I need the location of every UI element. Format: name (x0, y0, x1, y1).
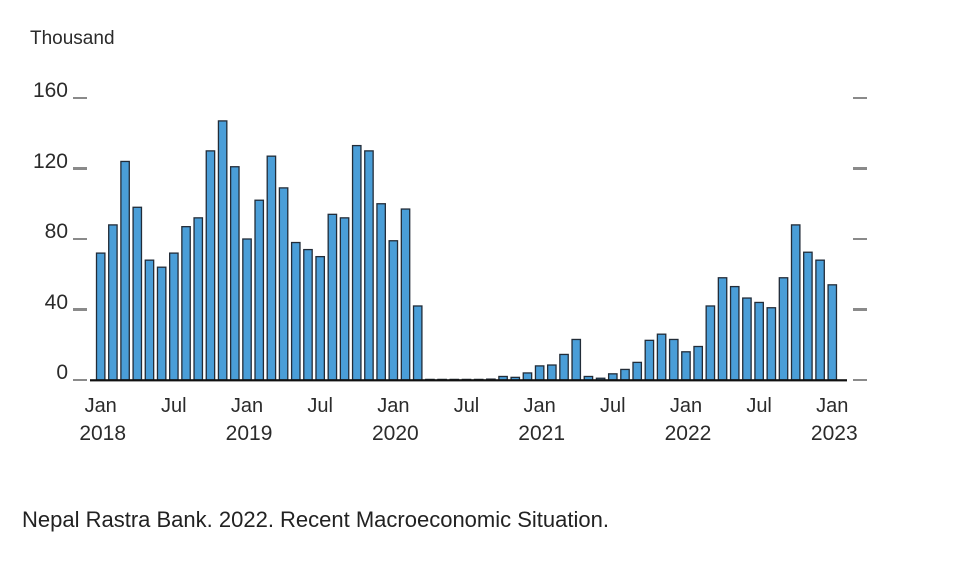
bar (766, 307, 777, 381)
x-tick-month-label: Jan (230, 395, 264, 417)
bar (278, 187, 289, 381)
y-tick-label: 0 (56, 361, 68, 384)
bar (778, 277, 789, 381)
y-tick-dash-right (853, 308, 867, 311)
x-tick-month-label: Jan (84, 395, 117, 417)
y-tick-dash-left (73, 237, 87, 241)
bar (376, 203, 386, 381)
source-citation: Nepal Rastra Bank. 2022. Recent Macroeco… (22, 507, 609, 532)
y-axis-unit-label: Thousand (30, 28, 115, 49)
bar (169, 252, 179, 381)
bar (815, 259, 825, 381)
y-tick-dash-left (73, 378, 87, 382)
bar (132, 206, 143, 381)
bar (522, 372, 533, 381)
bar (546, 364, 557, 381)
bar (290, 241, 301, 381)
x-tick-year-label: 2021 (518, 422, 565, 445)
bar (205, 150, 216, 381)
bar (315, 255, 326, 381)
bar (656, 333, 667, 381)
bar (681, 351, 691, 381)
bar (803, 251, 813, 381)
bar (668, 338, 679, 381)
bar (388, 240, 399, 381)
bar (266, 155, 277, 381)
bar (95, 252, 106, 381)
x-tick-month-label: Jul (307, 395, 333, 417)
x-tick-month-label: Jul (161, 395, 187, 417)
bar (534, 365, 545, 381)
bar (607, 373, 618, 381)
y-tick-dash-right (853, 378, 867, 382)
x-axis-line (90, 379, 847, 382)
x-tick-month-label: Jul (746, 395, 772, 417)
x-tick-year-label: 2019 (225, 422, 273, 445)
y-tick-dash-left (73, 167, 87, 170)
bar (400, 208, 411, 381)
x-tick-year-label: 2022 (664, 422, 712, 445)
y-tick-label: 160 (32, 79, 68, 102)
bar (729, 285, 740, 381)
bar (790, 224, 801, 381)
x-tick-month-label: Jul (600, 395, 626, 417)
bar (693, 345, 704, 381)
bar (193, 217, 204, 381)
x-tick-year-label: 2020 (371, 422, 419, 445)
y-tick-label: 80 (44, 220, 68, 243)
y-tick-dash-left (73, 308, 87, 311)
x-tick-month-label: Jan (816, 395, 849, 417)
bar (120, 160, 130, 381)
bar (229, 166, 240, 381)
bar (364, 150, 374, 381)
x-tick-month-label: Jan (669, 395, 703, 417)
bar (754, 301, 764, 381)
bar (632, 361, 643, 381)
bar (254, 199, 265, 381)
bar (571, 338, 582, 381)
x-tick-year-label: 2023 (810, 422, 858, 445)
bar (351, 144, 362, 381)
bar (339, 217, 350, 381)
y-tick-dash-right (853, 167, 867, 170)
bar (717, 277, 728, 381)
bar (742, 297, 752, 381)
bar (242, 238, 252, 381)
y-tick-dash-left (73, 96, 87, 100)
bar (827, 284, 838, 381)
y-tick-label: 40 (44, 290, 68, 314)
x-tick-month-label: Jan (377, 395, 410, 417)
x-tick-month-label: Jul (453, 395, 480, 417)
bar (327, 213, 338, 381)
bar (559, 353, 569, 381)
bar (108, 224, 118, 381)
bar (412, 305, 423, 381)
bar (156, 266, 167, 381)
y-tick-label: 120 (32, 149, 68, 173)
x-tick-month-label: Jan (523, 395, 556, 417)
y-tick-dash-right (853, 96, 867, 100)
bar (144, 259, 155, 381)
y-tick-dash-right (853, 237, 867, 241)
bar (181, 226, 191, 381)
bar (303, 248, 313, 381)
bar (705, 305, 716, 381)
bar (217, 120, 228, 381)
bar (620, 368, 630, 381)
x-tick-year-label: 2018 (79, 422, 127, 445)
bar (644, 339, 655, 381)
